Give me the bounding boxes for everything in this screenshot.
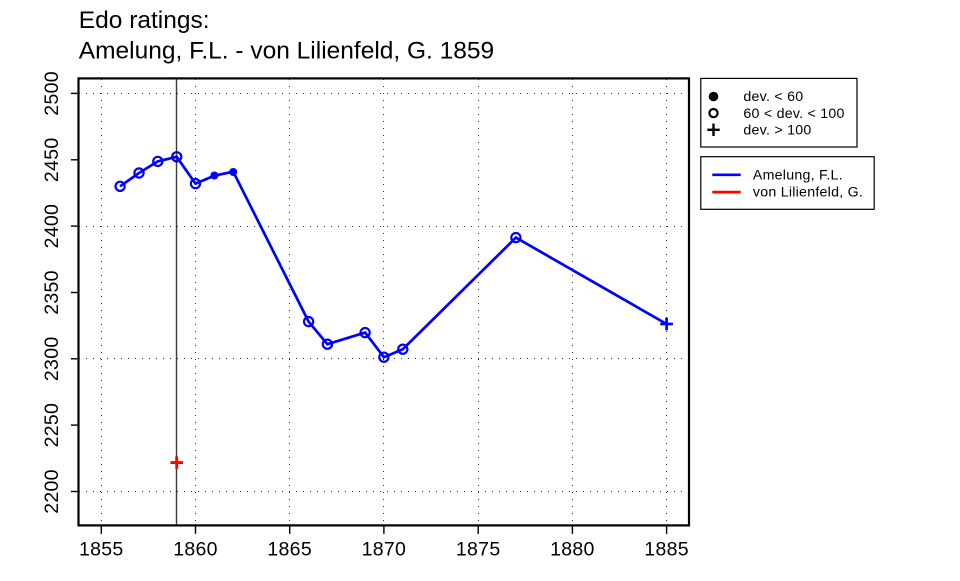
svg-text:Amelung, F.L.: Amelung, F.L. [753, 168, 843, 184]
svg-text:2200: 2200 [41, 469, 63, 514]
svg-text:60 < dev. < 100: 60 < dev. < 100 [743, 106, 844, 122]
svg-text:1865: 1865 [267, 539, 312, 561]
svg-text:2300: 2300 [41, 337, 63, 382]
svg-text:1885: 1885 [644, 539, 689, 561]
svg-text:2250: 2250 [41, 403, 63, 448]
svg-text:2450: 2450 [41, 138, 63, 183]
svg-text:1880: 1880 [550, 539, 595, 561]
svg-text:1875: 1875 [456, 539, 501, 561]
svg-text:Amelung, F.L. - von Lilienfeld: Amelung, F.L. - von Lilienfeld, G. 1859 [79, 37, 494, 64]
svg-text:1870: 1870 [362, 539, 407, 561]
svg-text:2350: 2350 [41, 270, 63, 315]
svg-text:dev. < 60: dev. < 60 [743, 89, 803, 105]
svg-text:dev. > 100: dev. > 100 [743, 123, 811, 139]
svg-text:1860: 1860 [173, 539, 218, 561]
svg-text:1855: 1855 [79, 539, 124, 561]
svg-text:Edo ratings:: Edo ratings: [79, 7, 210, 34]
svg-text:2400: 2400 [41, 204, 63, 249]
svg-text:2500: 2500 [41, 71, 63, 116]
svg-text:von Lilienfeld, G.: von Lilienfeld, G. [753, 185, 863, 201]
